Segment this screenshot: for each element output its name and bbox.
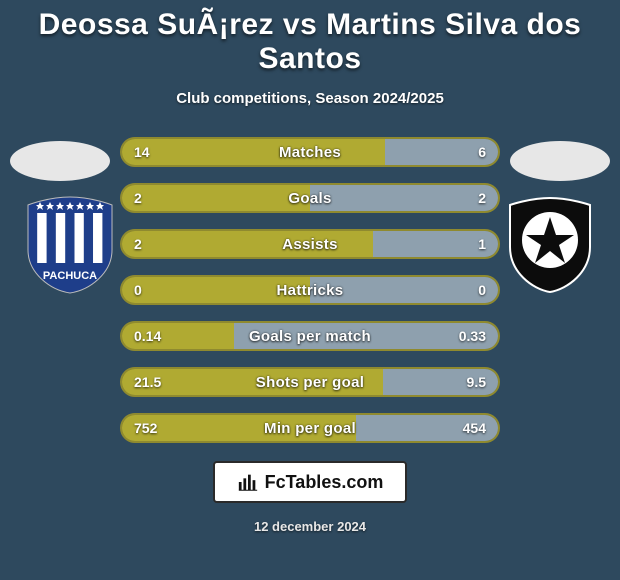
- botafogo-badge-icon: [500, 195, 600, 295]
- stat-bar-left-value: 2: [134, 231, 142, 257]
- stat-bar-label: Min per goal: [122, 415, 498, 441]
- page-title: Deossa SuÃ¡rez vs Martins Silva dos Sant…: [0, 8, 620, 76]
- stat-bar: Assists2 1: [120, 229, 500, 259]
- stat-bar-label: Goals per match: [122, 323, 498, 349]
- stat-bar-left-value: 14: [134, 139, 150, 165]
- stat-bar-right-value: 0: [478, 277, 486, 303]
- site-logo-text: FcTables.com: [265, 472, 384, 493]
- stat-bar-label: Goals: [122, 185, 498, 211]
- right-club-badge: [500, 195, 600, 295]
- stat-bar-label: Matches: [122, 139, 498, 165]
- stat-bar-right-value: 9.5: [467, 369, 486, 395]
- stat-bar: Shots per goal21.5 9.5: [120, 367, 500, 397]
- site-logo: FcTables.com: [213, 461, 408, 503]
- infographic-root: Deossa SuÃ¡rez vs Martins Silva dos Sant…: [0, 0, 620, 580]
- stat-bar-left-value: 0: [134, 277, 142, 303]
- stat-bar-right-value: 0.33: [459, 323, 486, 349]
- stat-bar-left-value: 2: [134, 185, 142, 211]
- stat-bar-label: Shots per goal: [122, 369, 498, 395]
- stat-bar-left-value: 752: [134, 415, 157, 441]
- stat-bar-right-value: 6: [478, 139, 486, 165]
- stat-bar-left-value: 0.14: [134, 323, 161, 349]
- stat-bar: Min per goal752 454: [120, 413, 500, 443]
- subtitle: Club competitions, Season 2024/2025: [0, 90, 620, 107]
- stat-bar: Matches14 6: [120, 137, 500, 167]
- left-club-badge: PACHUCA: [20, 195, 120, 295]
- stat-bar-label: Assists: [122, 231, 498, 257]
- pachuca-badge-icon: PACHUCA: [20, 195, 120, 295]
- stat-bar: Goals per match0.14 0.33: [120, 321, 500, 351]
- chart-bars-icon: [237, 471, 259, 493]
- comparison-stage: PACHUCA Matches146Goals22Assists21Hattri…: [0, 137, 620, 457]
- stat-bar-right-value: 1: [478, 231, 486, 257]
- stat-bar-label: Hattricks: [122, 277, 498, 303]
- date-text: 12 december 2024: [0, 519, 620, 534]
- svg-text:PACHUCA: PACHUCA: [43, 270, 97, 282]
- stat-bar-left-value: 21.5: [134, 369, 161, 395]
- stat-bar-right-value: 2: [478, 185, 486, 211]
- player-left-avatar-placeholder: [10, 141, 110, 181]
- footer: FcTables.com 12 december 2024: [0, 461, 620, 534]
- stat-bar: Goals2 2: [120, 183, 500, 213]
- stat-bar-right-value: 454: [463, 415, 486, 441]
- stat-bars: Matches146Goals22Assists21Hattricks00Goa…: [120, 137, 500, 459]
- stat-bar: Hattricks0 0: [120, 275, 500, 305]
- player-right-avatar-placeholder: [510, 141, 610, 181]
